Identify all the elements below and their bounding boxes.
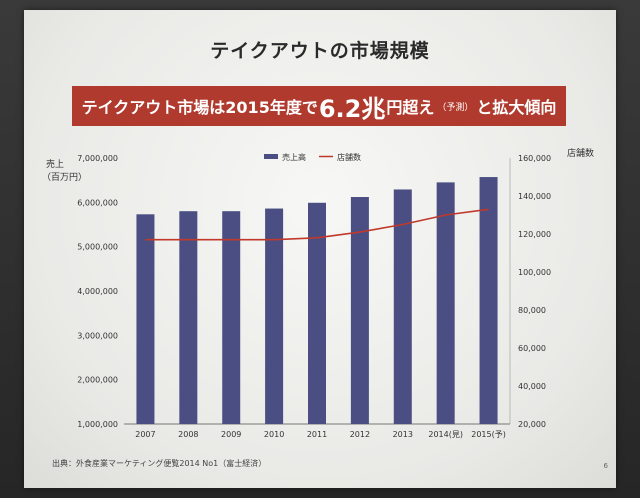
banner-text-2: 円超え [386,98,435,117]
bar-2014 [436,182,455,424]
x-tick-label: 2011 [307,430,327,439]
x-tick-label: 2014(見) [428,430,463,439]
x-tick-label: 2008 [178,430,198,439]
y-right-tick-label: 160,000 [518,154,551,163]
x-tick-label: 2012 [350,430,370,439]
y-right-tick-label: 100,000 [518,268,551,277]
source-citation: 出典：外食産業マーケティング便覧2014 No1（富士経済） [52,459,267,468]
banner-note: （予測） [437,102,474,113]
sales-store-chart: 売上 （百万円） 店舗数 売上高 店舗数 1,000,000 2,000,000 3… [42,147,594,439]
y-left-tick-label: 1,000,000 [77,420,118,429]
y-right-tick-label: 80,000 [518,306,546,315]
banner-text-3: と拡大傾向 [476,98,557,117]
y-left-tick-label: 4,000,000 [77,287,118,296]
plot-area: 1,000,000 2,000,000 3,000,000 4,000,000 5,00… [77,154,551,439]
banner-highlight: 6.2兆 [318,94,386,123]
bar-2013 [393,189,412,424]
bar-2012 [350,197,369,424]
legend-swatch-sales [264,154,278,159]
y-left-tick-label: 7,000,000 [77,154,118,163]
x-tick-label: 2009 [221,430,241,439]
y-left-tick-label: 2,000,000 [77,376,118,385]
banner-text-1: テイクアウト市場は2015年度で [81,98,318,117]
y-right-tick-label: 40,000 [518,382,546,391]
y-right-tick-label: 60,000 [518,344,546,353]
legend-label-sales: 売上高 [282,152,306,162]
x-tick-label: 2015(予) [471,430,506,439]
legend-label-stores: 店舗数 [337,152,361,162]
presentation-slide: テイクアウトの市場規模 テイクアウト市場は2015年度で 6.2兆 円超え （予… [24,10,616,488]
bar-2011 [308,202,326,424]
headline-banner: テイクアウト市場は2015年度で 6.2兆 円超え （予測） と拡大傾向 [72,86,566,126]
page-number: 6 [603,462,608,470]
y-left-tick-label: 5,000,000 [77,243,118,252]
x-tick-label: 2010 [264,430,284,439]
bar-2015 [479,177,498,424]
x-tick-label: 2007 [135,430,155,439]
y-right-tick-label: 120,000 [518,230,551,239]
y-left-title-line2: （百万円） [42,172,87,183]
slide-title: テイクアウトの市場規模 [210,40,430,62]
store-count-line [145,208,489,241]
chart-legend: 売上高 店舗数 [264,152,361,162]
bar-2008 [179,211,198,424]
bar-2010 [265,208,284,424]
y-left-tick-label: 6,000,000 [77,198,118,207]
y-right-tick-label: 140,000 [518,192,551,201]
bar-2009 [222,211,241,424]
y-right-tick-label: 20,000 [518,420,546,429]
y-left-tick-label: 3,000,000 [77,331,118,340]
x-tick-label: 2013 [393,430,413,439]
bar-2007 [136,214,155,424]
y-right-title: 店舗数 [567,147,594,159]
y-left-title-line1: 売上 [46,158,64,170]
